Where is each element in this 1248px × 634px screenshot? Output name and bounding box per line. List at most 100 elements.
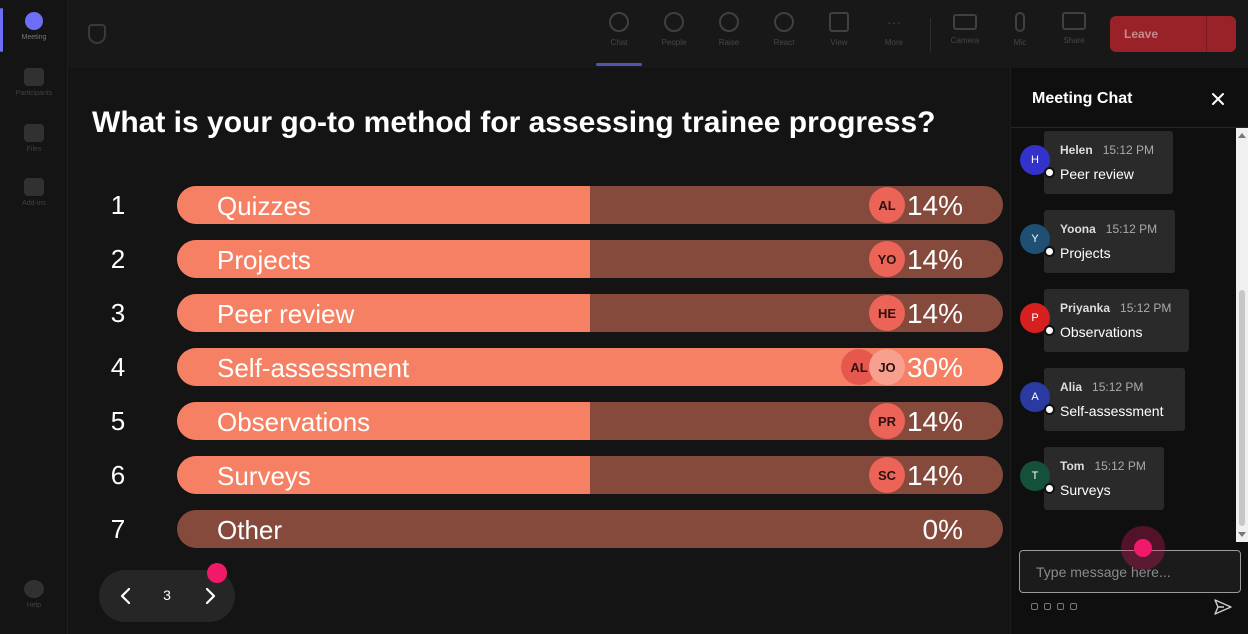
chat-message: Yoona 15:12 PM Projects Y [1011, 210, 1231, 274]
toolbar-mic-button[interactable]: Mic [997, 12, 1043, 47]
rail-item-label: Files [26, 146, 42, 153]
option-percent: 14% [906, 406, 963, 437]
option-result-bar: Self-assessment 30% JO AL [177, 348, 1003, 386]
chat-message-input[interactable] [1019, 550, 1241, 593]
chat-message: Priyanka 15:12 PM Observations P [1011, 289, 1231, 353]
voter-avatar: HE [869, 295, 905, 331]
toolbar-button-label: People [661, 38, 687, 47]
chat-title: Meeting Chat [1032, 90, 1133, 107]
chevron-down-icon[interactable] [1206, 16, 1236, 52]
author-avatar: Y [1020, 224, 1050, 254]
message-bubble: Alia 15:12 PM Self-assessment [1044, 368, 1185, 431]
chat-message: Alia 15:12 PM Self-assessment A [1011, 368, 1231, 432]
message-text: Observations [1060, 324, 1143, 340]
scroll-down-icon[interactable] [1238, 532, 1246, 537]
rail-item-addins[interactable]: Add-ins [0, 178, 68, 207]
option-fill [177, 402, 590, 440]
toolbar-active-indicator [596, 63, 642, 66]
message-bubble: Tom 15:12 PM Surveys [1044, 447, 1164, 510]
toolbar-button-label: Raise [718, 38, 740, 47]
message-time: 15:12 PM [1092, 380, 1144, 394]
option-number: 6 [110, 460, 126, 490]
rail-active-indicator [0, 8, 3, 52]
chat-scrollbar[interactable] [1236, 128, 1248, 542]
hand-icon [719, 12, 739, 32]
message-author: Tom [1060, 459, 1085, 473]
toolbar-view-button[interactable]: View [816, 12, 862, 47]
voter-avatar: YO [869, 241, 905, 277]
gif-icon[interactable] [1070, 603, 1077, 610]
message-bubble: Yoona 15:12 PM Projects [1044, 210, 1175, 273]
leave-button[interactable]: Leave [1110, 16, 1236, 52]
chevron-left-icon [120, 587, 131, 605]
rail-item-meeting[interactable]: Meeting [0, 12, 68, 41]
toolbar-people-button[interactable]: People [651, 12, 697, 47]
voter-avatar: JO [869, 349, 905, 385]
poll-option-row: 6 Surveys 14% SC [68, 456, 1010, 494]
poll-option-row: 1 Quizzes 14% AL [68, 186, 1010, 224]
next-button[interactable] [197, 583, 223, 609]
option-result-bar: Quizzes 14% AL [177, 186, 1003, 224]
toolbar-raise-button[interactable]: Raise [706, 12, 752, 47]
toolbar-button-label: React [773, 38, 795, 47]
message-text: Projects [1060, 245, 1111, 261]
message-author: Helen [1060, 143, 1093, 157]
option-label: Observations [217, 407, 371, 437]
people-icon [664, 12, 684, 32]
close-icon [1212, 93, 1224, 105]
message-text: Peer review [1060, 166, 1134, 182]
toolbar-button-label: Share [1063, 36, 1085, 45]
voter-avatar: SC [869, 457, 905, 493]
poll-option-row: 7 Other 0% [68, 510, 1010, 548]
option-label: Self-assessment [217, 353, 410, 383]
toolbar-chat-button[interactable]: Chat [596, 12, 642, 47]
toolbar-more-button[interactable]: ··· More [871, 12, 917, 47]
scroll-up-icon[interactable] [1238, 133, 1246, 138]
message-time: 15:12 PM [1102, 143, 1155, 157]
option-result-bar: Other 0% [177, 510, 1003, 548]
previous-button[interactable] [113, 583, 139, 609]
option-number: 3 [110, 298, 126, 328]
option-percent: 14% [906, 460, 963, 491]
send-button[interactable] [1213, 598, 1235, 620]
left-rail: Meeting Participants Files Add-ins Help [0, 0, 68, 634]
toolbar-button-label: View [830, 38, 848, 47]
rail-item-help[interactable]: Help [0, 580, 68, 609]
message-time: 15:12 PM [1120, 301, 1172, 315]
rail-item-files[interactable]: Files [0, 124, 68, 153]
format-icon[interactable] [1031, 603, 1038, 610]
message-bubble: Priyanka 15:12 PM Observations [1044, 289, 1189, 352]
share-icon [1062, 12, 1086, 30]
poll-option-row: 2 Projects 14% YO [68, 240, 1010, 278]
rail-item-participants[interactable]: Participants [0, 68, 68, 97]
scrollbar-thumb[interactable] [1239, 290, 1245, 526]
addins-icon [24, 178, 44, 196]
message-author: Alia [1060, 380, 1083, 394]
leave-button-label: Leave [1124, 27, 1159, 41]
presence-status-icon [1044, 325, 1055, 336]
emoji-icon[interactable] [1057, 603, 1064, 610]
message-author: Yoona [1060, 222, 1096, 236]
voter-avatar: AL [869, 187, 905, 223]
more-icon: ··· [887, 14, 901, 30]
toolbar-react-button[interactable]: React [761, 12, 807, 47]
option-percent: 14% [906, 244, 963, 275]
message-author: Priyanka [1060, 301, 1111, 315]
voter-avatar: AL [841, 349, 877, 385]
message-bubble: Helen 15:12 PM Peer review [1044, 131, 1173, 194]
toolbar-divider [930, 18, 931, 52]
files-icon [24, 124, 44, 142]
message-time: 15:12 PM [1105, 222, 1158, 236]
participants-icon [24, 68, 44, 86]
toolbar-share-button[interactable]: Share [1051, 12, 1097, 45]
message-time: 15:12 PM [1094, 459, 1146, 473]
toolbar-button-label: Chat [610, 38, 628, 47]
option-percent: 0% [922, 514, 963, 545]
rail-item-label: Meeting [21, 34, 47, 41]
close-button[interactable] [1207, 88, 1229, 110]
click-indicator [207, 563, 227, 583]
camera-icon [953, 14, 977, 30]
mic-icon [1015, 12, 1025, 32]
toolbar-camera-button[interactable]: Camera [942, 12, 988, 45]
attach-icon[interactable] [1044, 603, 1051, 610]
